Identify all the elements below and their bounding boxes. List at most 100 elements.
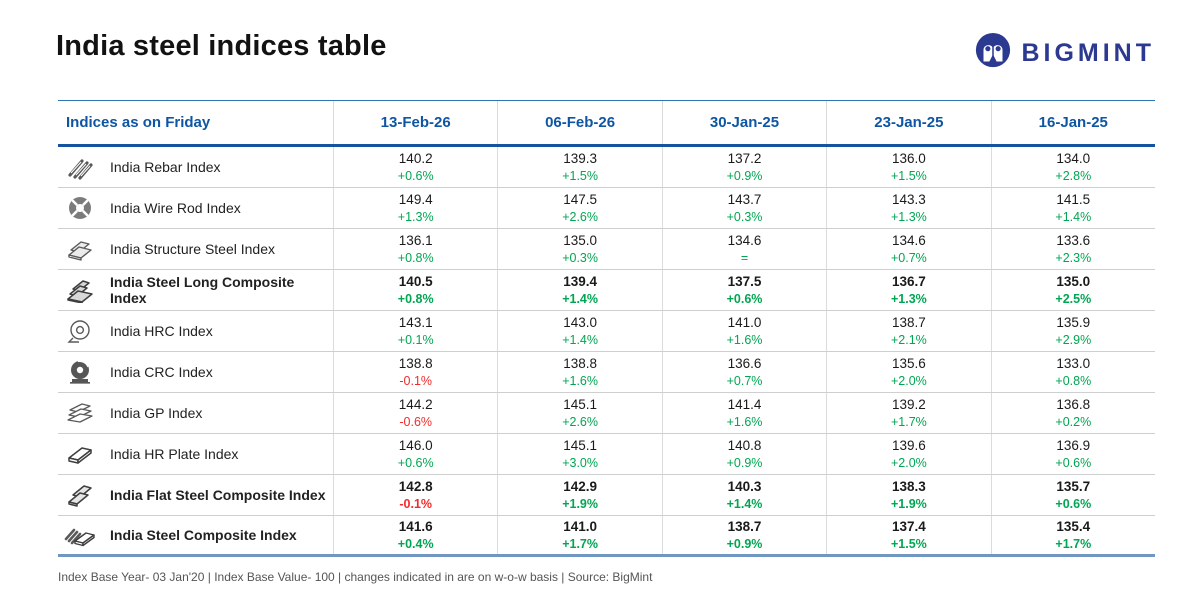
wow-change: +3.0% xyxy=(562,456,598,470)
wow-change: +0.6% xyxy=(397,169,434,183)
index-value: 138.8 xyxy=(563,356,597,371)
value-cell: 146.0 +0.6% xyxy=(333,434,497,474)
wow-change: +1.7% xyxy=(562,537,598,551)
wow-change: +2.0% xyxy=(890,456,927,470)
value-cell: 136.8 +0.2% xyxy=(990,393,1155,433)
index-name: India Steel Composite Index xyxy=(110,527,297,543)
wow-change: -0.1% xyxy=(399,497,433,511)
table-row: India Structure Steel Index 136.1 +0.8% 1… xyxy=(58,229,1155,270)
index-value: 143.3 xyxy=(891,192,926,207)
wow-change: +2.3% xyxy=(1055,251,1092,265)
value-cell: 136.0 +1.5% xyxy=(826,147,990,187)
wow-change: +0.7% xyxy=(726,374,763,388)
value-cell: 136.6 +0.7% xyxy=(661,352,826,392)
index-value: 140.2 xyxy=(398,151,433,166)
index-value: 140.5 xyxy=(398,274,433,289)
wow-change: +0.8% xyxy=(397,251,434,265)
wow-change: +0.9% xyxy=(726,456,763,470)
index-value: 146.0 xyxy=(398,438,433,453)
value-cell: 142.8 -0.1% xyxy=(333,475,497,515)
value-cell: 135.6 +2.0% xyxy=(826,352,990,392)
index-value: 139.2 xyxy=(891,397,926,412)
index-value: 135.9 xyxy=(1056,315,1091,330)
wow-change: +2.9% xyxy=(1055,333,1092,347)
wow-change: +0.3% xyxy=(726,210,763,224)
index-value: 143.0 xyxy=(563,315,597,330)
wow-change: -0.6% xyxy=(399,415,433,429)
table-row: India Rebar Index 140.2 +0.6% 139.3 +1.5% … xyxy=(58,147,1155,188)
index-value: 139.4 xyxy=(563,274,597,289)
value-cell: 138.3 +1.9% xyxy=(826,475,990,515)
wow-change: +1.6% xyxy=(726,333,763,347)
value-cell: 140.2 +0.6% xyxy=(333,147,497,187)
index-name: India Rebar Index xyxy=(110,159,221,175)
index-value: 143.7 xyxy=(727,192,762,207)
wow-change: +2.6% xyxy=(562,415,598,429)
value-cell: 138.7 +0.9% xyxy=(661,516,826,554)
page-title: India steel indices table xyxy=(56,30,387,62)
index-value: 136.7 xyxy=(891,274,926,289)
index-value: 145.1 xyxy=(563,438,597,453)
column-header-date: 13-Feb-26 xyxy=(333,101,497,144)
index-name-cell: India Flat Steel Composite Index xyxy=(58,475,333,515)
wow-change: +1.3% xyxy=(890,210,927,224)
index-value: 140.8 xyxy=(727,438,762,453)
index-value: 145.1 xyxy=(563,397,597,412)
column-header-indices: Indices as on Friday xyxy=(66,114,211,131)
table-row: India Steel Long Composite Index 140.5 +0… xyxy=(58,270,1155,311)
wow-change: +1.3% xyxy=(890,292,927,306)
index-value: 135.4 xyxy=(1056,519,1091,534)
index-value: 133.0 xyxy=(1056,356,1091,371)
index-name: India HRC Index xyxy=(110,323,213,339)
value-cell: 134.6 +0.7% xyxy=(826,229,990,269)
wow-change: +1.6% xyxy=(562,374,598,388)
wow-change: +2.8% xyxy=(1055,169,1092,183)
value-cell: 135.9 +2.9% xyxy=(990,311,1155,351)
table-row: India Wire Rod Index 149.4 +1.3% 147.5 +2.… xyxy=(58,188,1155,229)
index-value: 134.6 xyxy=(727,233,762,248)
value-cell: 139.6 +2.0% xyxy=(826,434,990,474)
steel-indices-table: Indices as on Friday 13-Feb-26 06-Feb-26… xyxy=(58,100,1155,557)
wow-change: = xyxy=(740,251,749,265)
index-value: 137.5 xyxy=(727,274,762,289)
value-cell: 135.0 +0.3% xyxy=(497,229,661,269)
index-value: 135.7 xyxy=(1056,479,1091,494)
value-cell: 149.4 +1.3% xyxy=(333,188,497,228)
wow-change: +1.4% xyxy=(1055,210,1092,224)
column-header-date: 06-Feb-26 xyxy=(497,101,661,144)
column-header-date: 23-Jan-25 xyxy=(826,101,990,144)
index-name-cell: India HRC Index xyxy=(58,311,333,351)
index-value: 135.0 xyxy=(563,233,597,248)
gp-sheets-icon xyxy=(63,399,97,427)
wow-change: +1.7% xyxy=(890,415,927,429)
value-cell: 143.0 +1.4% xyxy=(497,311,661,351)
index-value: 136.9 xyxy=(1056,438,1091,453)
wow-change: +0.4% xyxy=(397,537,434,551)
index-value: 138.7 xyxy=(891,315,926,330)
wow-change: +0.3% xyxy=(562,251,598,265)
value-cell: 137.4 +1.5% xyxy=(826,516,990,554)
long-steel-stack-icon xyxy=(63,276,97,304)
value-cell: 138.8 -0.1% xyxy=(333,352,497,392)
index-value: 144.2 xyxy=(398,397,433,412)
index-value: 137.2 xyxy=(727,151,762,166)
value-cell: 143.7 +0.3% xyxy=(661,188,826,228)
wow-change: +1.4% xyxy=(562,292,598,306)
index-name-cell: India CRC Index xyxy=(58,352,333,392)
value-cell: 136.7 +1.3% xyxy=(826,270,990,310)
value-cell: 144.2 -0.6% xyxy=(333,393,497,433)
wow-change: +1.9% xyxy=(890,497,927,511)
index-value: 138.7 xyxy=(727,519,762,534)
value-cell: 139.4 +1.4% xyxy=(497,270,661,310)
index-value: 147.5 xyxy=(563,192,597,207)
footnote: Index Base Year- 03 Jan'20 | Index Base … xyxy=(58,570,653,584)
wow-change: +1.5% xyxy=(890,537,927,551)
wow-change: +0.6% xyxy=(1055,456,1092,470)
index-value: 136.1 xyxy=(398,233,433,248)
value-cell: 139.3 +1.5% xyxy=(497,147,661,187)
index-name-cell: India Rebar Index xyxy=(58,147,333,187)
index-name-cell: India Steel Long Composite Index xyxy=(58,270,333,310)
index-name-cell: India Steel Composite Index xyxy=(58,516,333,554)
wow-change: +0.6% xyxy=(726,292,763,306)
